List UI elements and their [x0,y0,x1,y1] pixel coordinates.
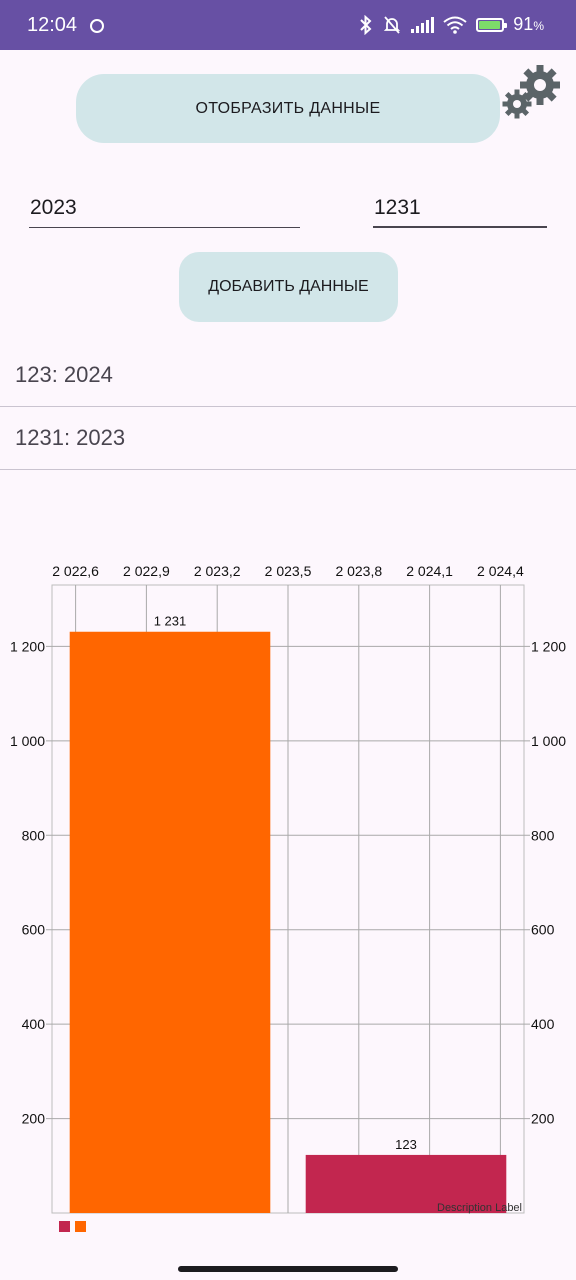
status-icons: 91% [359,14,544,35]
y-tick-label-right: 600 [531,922,555,938]
legend-swatch [59,1221,70,1232]
x-tick-label: 2 022,6 [52,563,99,579]
x-tick-label: 2 023,5 [265,563,312,579]
signal-icon [411,16,435,33]
show-data-button[interactable]: ОТОБРАЗИТЬ ДАННЫЕ [76,74,500,143]
face-icon [90,19,104,33]
amount-input[interactable]: 1231 [373,196,547,228]
bluetooth-icon [360,14,372,35]
y-tick-label-right: 800 [531,827,555,843]
y-tick-label-left: 1 000 [10,733,45,749]
x-tick-label: 2 023,8 [335,563,382,579]
y-tick-label-right: 1 000 [531,733,566,749]
description-label: Description Label [437,1202,522,1214]
bar-value-label: 1 231 [154,614,187,629]
mute-icon [384,15,401,34]
x-tick-label: 2 022,9 [123,563,170,579]
y-tick-label-left: 600 [22,922,46,938]
y-tick-label-left: 1 200 [10,638,45,654]
battery-unit: % [533,19,544,33]
bar-chart: 2 022,6 2 022,9 2 023,2 2 023,5 2 023,8 2 024… [10,563,566,1232]
gear-icon[interactable] [500,60,566,126]
wifi-icon [443,16,467,34]
bar [305,1154,507,1213]
year-input[interactable]: 2023 [29,196,300,228]
y-tick-label-left: 800 [22,827,46,843]
battery-percent: 91 [513,14,534,34]
y-tick-label-right: 1 200 [531,638,566,654]
gesture-bar[interactable] [178,1266,398,1272]
x-tick-label: 2 024,4 [477,563,524,579]
bar [69,631,271,1213]
status-time: 12:04 [27,14,78,36]
y-tick-label-right: 200 [531,1111,555,1127]
bar-value-label: 123 [395,1137,417,1152]
y-tick-label-left: 400 [22,1016,46,1032]
battery-charging-icon [476,17,508,32]
legend-swatch [75,1221,86,1232]
list-item[interactable]: 1231: 2023 [0,407,576,470]
x-tick-label: 2 023,2 [194,563,241,579]
list-item[interactable]: 123: 2024 [0,344,576,407]
status-bar: 12:04 91% [0,0,576,50]
add-data-button[interactable]: ДОБАВИТЬ ДАННЫЕ [179,252,398,322]
y-tick-label-left: 200 [22,1111,46,1127]
x-tick-label: 2 024,1 [406,563,453,579]
y-tick-label-right: 400 [531,1016,555,1032]
